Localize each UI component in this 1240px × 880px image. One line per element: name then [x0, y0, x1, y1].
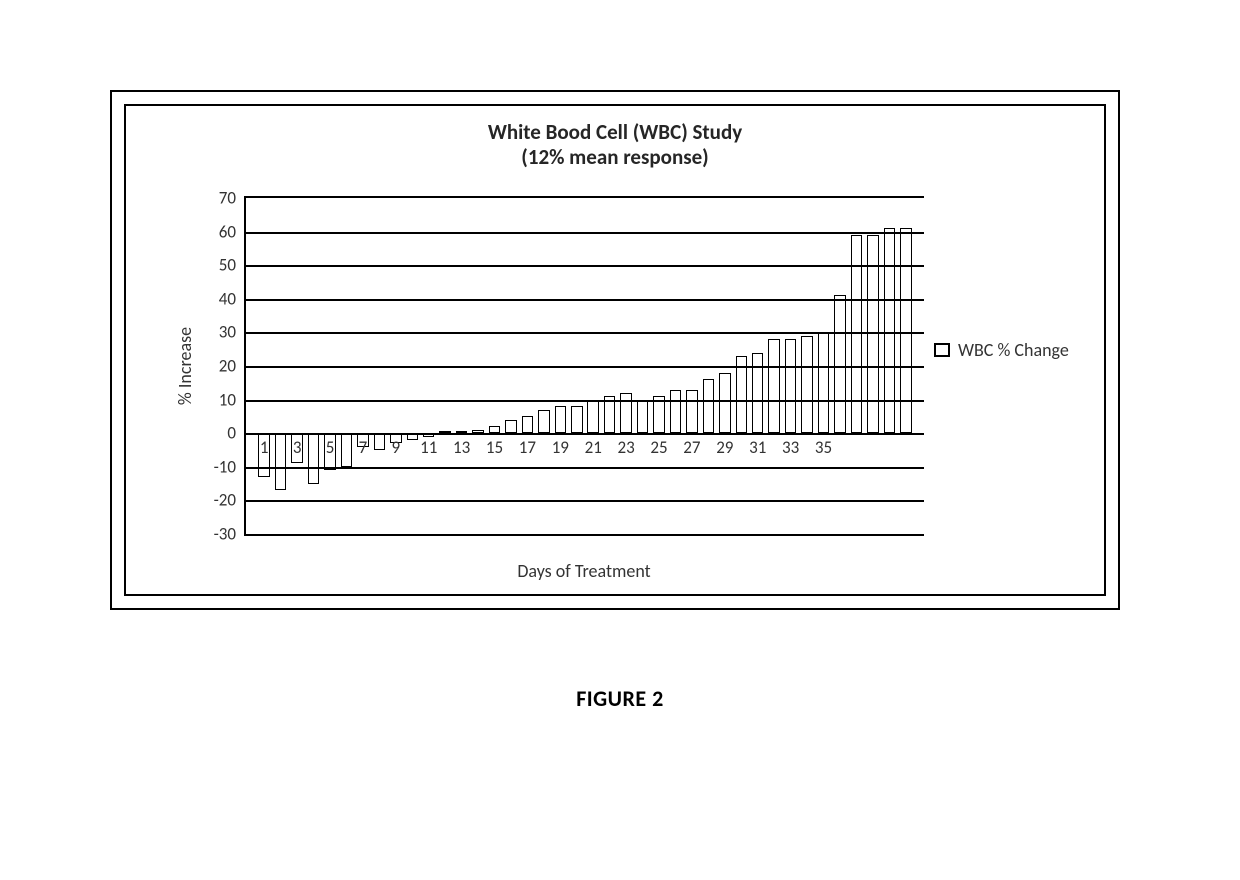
grid-line — [246, 232, 924, 234]
bar — [752, 353, 764, 434]
bar — [308, 433, 320, 483]
bar — [768, 339, 780, 433]
x-tick-label: 23 — [618, 437, 635, 458]
x-tick-label: 25 — [650, 437, 667, 458]
y-tick-label: 40 — [219, 288, 236, 309]
grid-line — [246, 332, 924, 334]
grid-line — [246, 400, 924, 402]
bar — [587, 400, 599, 434]
x-tick-label: 35 — [815, 437, 832, 458]
chart-frame: White Bood Cell (WBC) Study (12% mean re… — [124, 104, 1106, 596]
x-tick-label: 33 — [782, 437, 799, 458]
grid-line — [246, 265, 924, 267]
outer-frame: White Bood Cell (WBC) Study (12% mean re… — [110, 90, 1120, 610]
chart-title: White Bood Cell (WBC) Study (12% mean re… — [126, 120, 1104, 170]
bar — [275, 433, 287, 490]
y-tick-label: 70 — [219, 188, 236, 209]
legend-label: WBC % Change — [958, 339, 1069, 361]
y-axis-label: % Increase — [174, 327, 196, 405]
y-tick-label: 30 — [219, 322, 236, 343]
bar — [719, 373, 731, 433]
bar — [884, 228, 896, 433]
plot-wrap: 1357911131517192123252729313335 -30-20-1… — [244, 196, 924, 536]
bar — [834, 295, 846, 433]
bar — [374, 433, 386, 450]
bar — [653, 396, 665, 433]
bar — [900, 228, 912, 433]
x-tick-label: 29 — [716, 437, 733, 458]
bar — [703, 379, 715, 433]
legend: WBC % Change — [934, 339, 1069, 361]
y-tick-label: -30 — [214, 524, 236, 545]
x-tick-label: 27 — [683, 437, 700, 458]
bar — [686, 390, 698, 434]
grid-line — [246, 299, 924, 301]
page: White Bood Cell (WBC) Study (12% mean re… — [0, 0, 1240, 880]
bar — [785, 339, 797, 433]
grid-line — [246, 433, 924, 435]
bar — [555, 406, 567, 433]
bar — [489, 426, 501, 433]
bar — [505, 420, 517, 433]
grid-line — [246, 366, 924, 368]
x-axis-label: Days of Treatment — [244, 560, 924, 582]
plot-area: 1357911131517192123252729313335 -30-20-1… — [244, 196, 924, 536]
bar — [818, 332, 830, 433]
x-tick-label: 1 — [260, 437, 269, 458]
y-tick-label: 0 — [227, 423, 236, 444]
bar — [604, 396, 616, 433]
x-tick-label: 17 — [519, 437, 536, 458]
bar — [801, 336, 813, 433]
chart-title-line2: (12% mean response) — [126, 145, 1104, 170]
x-tick-label: 19 — [552, 437, 569, 458]
x-tick-label: 11 — [420, 437, 437, 458]
legend-swatch-icon — [934, 343, 950, 357]
y-tick-label: 50 — [219, 255, 236, 276]
x-tick-label: 31 — [749, 437, 766, 458]
x-tick-label: 9 — [392, 437, 401, 458]
grid-line — [246, 500, 924, 502]
y-tick-label: -20 — [214, 490, 236, 511]
bar — [522, 416, 534, 433]
bar — [670, 390, 682, 434]
bar — [341, 433, 353, 467]
chart-title-line1: White Bood Cell (WBC) Study — [126, 120, 1104, 145]
y-tick-label: 20 — [219, 356, 236, 377]
x-tick-label: 21 — [585, 437, 602, 458]
bar — [538, 410, 550, 434]
y-tick-label: -10 — [214, 456, 236, 477]
y-tick-label: 60 — [219, 221, 236, 242]
x-tick-label: 13 — [453, 437, 470, 458]
grid-line — [246, 467, 924, 469]
x-tick-label: 3 — [293, 437, 302, 458]
x-tick-label: 5 — [326, 437, 335, 458]
x-tick-label: 7 — [359, 437, 368, 458]
figure-caption: FIGURE 2 — [0, 685, 1240, 712]
bar — [637, 400, 649, 434]
y-tick-label: 10 — [219, 389, 236, 410]
bar — [571, 406, 583, 433]
x-tick-label: 15 — [486, 437, 503, 458]
